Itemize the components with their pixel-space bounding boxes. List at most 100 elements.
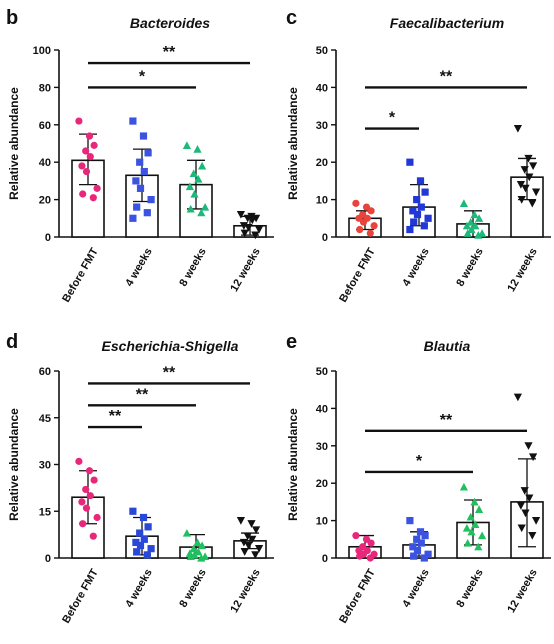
x-category-label: 4 weeks <box>123 567 154 610</box>
y-axis-label: Relative abundance <box>7 408 21 521</box>
data-point <box>75 117 83 125</box>
panel-letter: d <box>6 331 18 353</box>
data-point <box>147 196 155 204</box>
data-point <box>513 124 522 133</box>
data-point <box>139 513 148 522</box>
data-point <box>352 531 360 540</box>
data-point <box>129 117 137 125</box>
data-point <box>525 173 534 182</box>
y-tick-label: 60 <box>39 120 51 132</box>
data-point <box>532 517 541 525</box>
data-point <box>521 509 530 518</box>
data-point <box>189 544 198 553</box>
data-point <box>79 520 87 528</box>
data-point <box>194 174 203 183</box>
data-point <box>517 524 526 533</box>
data-point <box>136 158 144 166</box>
x-category-label: Before FMT <box>337 567 378 626</box>
significance-label: * <box>416 453 423 470</box>
data-point <box>251 551 260 559</box>
data-point <box>193 145 202 153</box>
data-point <box>79 190 87 198</box>
data-point <box>197 208 206 217</box>
data-point <box>182 141 191 149</box>
data-point <box>524 154 533 163</box>
data-point <box>532 188 541 197</box>
data-point <box>132 538 140 547</box>
panel-letter: c <box>286 7 297 29</box>
data-point <box>143 551 151 559</box>
data-point <box>517 196 526 204</box>
y-tick-label: 50 <box>316 45 328 57</box>
data-point <box>236 210 245 219</box>
data-point <box>478 531 487 540</box>
data-point <box>406 158 414 166</box>
data-point <box>186 204 195 213</box>
data-point <box>144 149 152 157</box>
y-tick-label: 0 <box>322 553 328 565</box>
data-point <box>85 467 94 475</box>
data-point <box>89 532 97 540</box>
significance-label: * <box>139 68 146 85</box>
significance-label: ** <box>163 364 176 381</box>
x-category-label: 12 weeks <box>505 246 540 294</box>
data-point <box>82 147 90 155</box>
data-point <box>416 177 425 185</box>
y-tick-label: 50 <box>316 366 328 378</box>
data-point <box>201 202 210 211</box>
data-point <box>513 393 522 402</box>
data-point <box>132 177 140 185</box>
y-tick-label: 0 <box>45 553 51 565</box>
data-point <box>459 482 468 491</box>
data-point <box>475 505 484 513</box>
y-tick-label: 0 <box>45 232 51 244</box>
panel-title: Faecalibacterium <box>390 15 504 31</box>
data-point <box>93 513 101 522</box>
data-point <box>85 132 94 140</box>
data-point <box>406 225 414 234</box>
data-point <box>421 188 429 196</box>
significance-label: * <box>389 110 396 127</box>
data-point <box>140 167 148 176</box>
data-point <box>243 532 252 541</box>
data-point <box>133 203 141 211</box>
data-point <box>239 538 248 547</box>
panel-title: Bacteroides <box>130 15 210 31</box>
data-point <box>409 543 417 551</box>
data-point <box>82 504 91 512</box>
y-tick-label: 60 <box>39 366 51 378</box>
panel-letter: e <box>286 331 297 353</box>
data-point <box>528 531 537 540</box>
data-point <box>248 216 257 225</box>
data-point <box>75 457 83 465</box>
data-point <box>356 552 364 560</box>
data-point <box>136 184 145 192</box>
data-point <box>370 222 378 230</box>
data-point <box>417 539 425 547</box>
data-point <box>520 166 529 174</box>
data-point <box>459 199 468 207</box>
data-point <box>413 535 421 543</box>
data-point <box>524 442 533 450</box>
data-point <box>139 132 148 140</box>
data-point <box>140 535 148 543</box>
data-point <box>86 492 94 500</box>
y-tick-label: 30 <box>316 120 328 132</box>
data-point <box>470 497 479 506</box>
y-tick-label: 30 <box>316 441 328 453</box>
data-point <box>471 221 480 230</box>
data-point <box>136 529 144 537</box>
y-axis-label: Relative abundance <box>286 408 300 521</box>
data-point <box>420 222 428 230</box>
x-category-label: 4 weeks <box>123 246 154 289</box>
significance-label: ** <box>440 68 453 85</box>
y-tick-label: 20 <box>39 195 51 207</box>
data-point <box>471 520 480 528</box>
data-point <box>198 541 207 550</box>
data-point <box>193 538 202 547</box>
x-category-label: 8 weeks <box>454 567 485 610</box>
data-point <box>462 523 471 532</box>
data-point <box>186 552 195 561</box>
data-point <box>474 231 483 239</box>
